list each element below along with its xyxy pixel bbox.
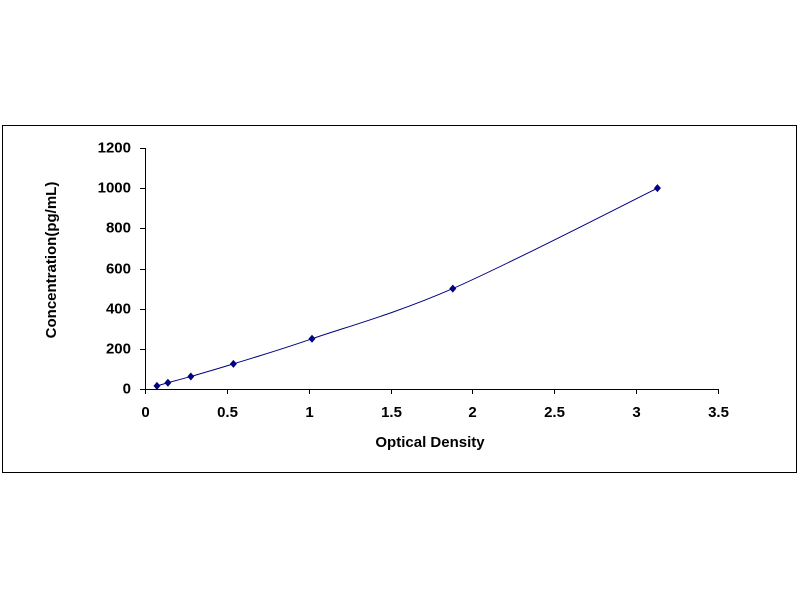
y-tick-label: 200	[106, 340, 131, 357]
data-point	[187, 372, 195, 381]
chart-frame	[2, 125, 797, 473]
x-tick-label: 1.5	[381, 404, 402, 421]
y-tick-label: 1000	[98, 179, 131, 196]
data-point	[153, 381, 161, 390]
data-point	[229, 359, 237, 368]
y-tick-label: 600	[106, 260, 131, 277]
x-tick-label: 0	[141, 404, 149, 421]
x-tick-label: 0.5	[217, 404, 238, 421]
x-tick-label: 2.5	[544, 404, 565, 421]
x-tick-label: 1	[305, 404, 313, 421]
curve	[156, 187, 658, 387]
x-tick-label: 3	[632, 404, 640, 421]
data-point	[449, 284, 457, 293]
y-tick-label: 0	[123, 380, 131, 397]
y-tick-label: 800	[106, 219, 131, 236]
y-tick-label: 1200	[98, 139, 131, 156]
data-point	[164, 378, 172, 387]
data-point	[308, 334, 316, 343]
x-axis-title: Optical Density	[375, 434, 485, 451]
data-point	[653, 184, 661, 193]
y-tick-label: 400	[106, 300, 131, 317]
y-axis-title: Concentration(pg/mL)	[43, 182, 60, 339]
x-tick-label: 3.5	[708, 404, 729, 421]
x-tick-label: 2	[468, 404, 476, 421]
